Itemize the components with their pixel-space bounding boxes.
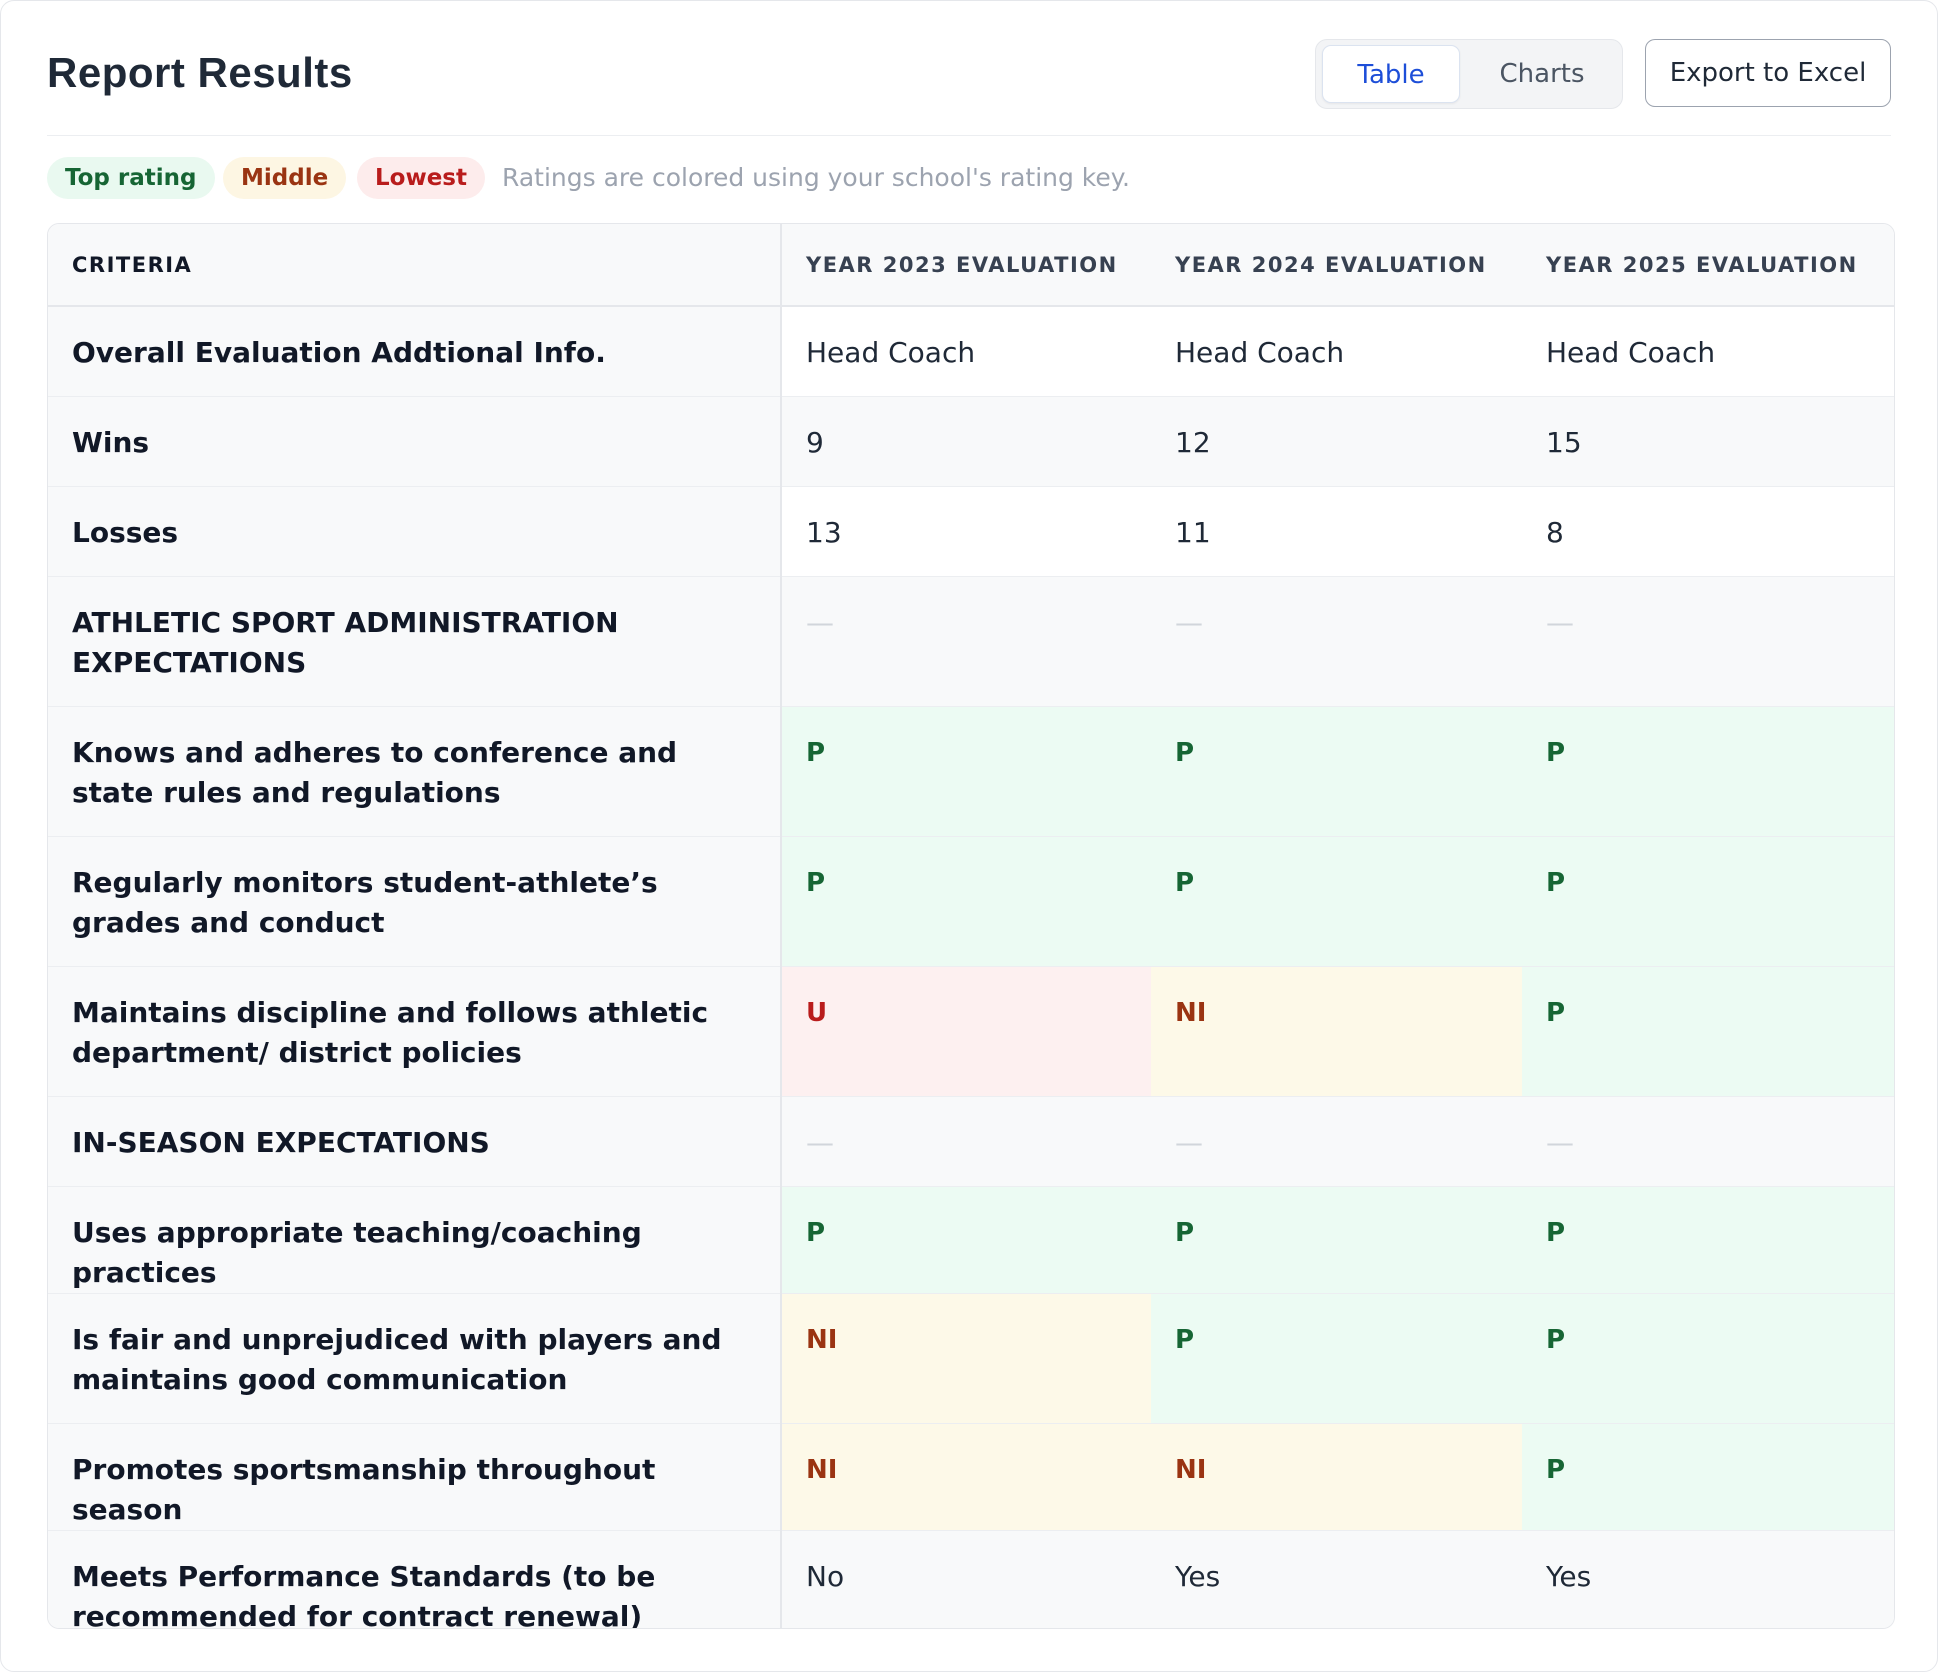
rating-cell: P	[1151, 1293, 1522, 1424]
section-title: ATHLETIC SPORT ADMINISTRATION EXPECTATIO…	[48, 576, 782, 707]
legend-note: Ratings are colored using your school's …	[502, 163, 1130, 192]
tab-table[interactable]: Table	[1322, 45, 1460, 103]
page-title: Report Results	[47, 49, 353, 96]
rating-cell: NI	[1151, 1423, 1522, 1531]
criteria-cell: Regularly monitors student-athlete’s gra…	[48, 836, 782, 967]
table-row: Regularly monitors student-athlete’s gra…	[48, 836, 1894, 967]
rating-cell: NI	[1151, 966, 1522, 1097]
value-cell: Yes	[1522, 1530, 1894, 1628]
criteria-cell: Overall Evaluation Addtional Info.	[48, 306, 782, 397]
table-row: Knows and adheres to conference and stat…	[48, 706, 1894, 837]
value-cell: 12	[1151, 396, 1522, 487]
table-row: Is fair and unprejudiced with players an…	[48, 1293, 1894, 1424]
column-header-criteria: CRITERIA	[48, 224, 782, 307]
section-header-row: ATHLETIC SPORT ADMINISTRATION EXPECTATIO…	[48, 576, 1894, 707]
criteria-cell: Knows and adheres to conference and stat…	[48, 706, 782, 837]
value-cell: 15	[1522, 396, 1894, 487]
rating-cell: P	[781, 1186, 1151, 1294]
value-cell: Head Coach	[1151, 306, 1522, 397]
table-row: Meets Performance Standards (to be recom…	[48, 1530, 1894, 1628]
empty-value-dash: —	[781, 576, 1151, 707]
table-row: Uses appropriate teaching/coaching pract…	[48, 1186, 1894, 1294]
criteria-cell: Losses	[48, 486, 782, 577]
criteria-cell: Is fair and unprejudiced with players an…	[48, 1293, 782, 1424]
rating-cell: U	[781, 966, 1151, 1097]
table-row: Losses 13 11 8	[48, 486, 1894, 577]
empty-value-dash: —	[1151, 1096, 1522, 1187]
legend-top-rating-badge: Top rating	[47, 157, 215, 199]
results-table: CRITERIA YEAR 2023 EVALUATION YEAR 2024 …	[48, 224, 1894, 1628]
empty-value-dash: —	[1151, 576, 1522, 707]
table-row: Overall Evaluation Addtional Info. Head …	[48, 306, 1894, 397]
rating-cell: P	[1151, 1186, 1522, 1294]
rating-cell: P	[1151, 706, 1522, 837]
value-cell: Head Coach	[1522, 306, 1894, 397]
rating-cell: P	[1522, 836, 1894, 967]
export-to-excel-button[interactable]: Export to Excel	[1645, 39, 1891, 107]
rating-cell: P	[1522, 1293, 1894, 1424]
criteria-cell: Promotes sportsmanship throughout season	[48, 1423, 782, 1531]
report-header: Report Results Table Charts Export to Ex…	[47, 39, 1891, 136]
legend-lowest-badge: Lowest	[357, 157, 485, 199]
table-header-row: CRITERIA YEAR 2023 EVALUATION YEAR 2024 …	[48, 224, 1894, 307]
value-cell: 9	[781, 396, 1151, 487]
rating-cell: P	[1522, 1186, 1894, 1294]
value-cell: 11	[1151, 486, 1522, 577]
rating-cell: NI	[781, 1423, 1151, 1531]
criteria-cell: Wins	[48, 396, 782, 487]
rating-cell: P	[1522, 706, 1894, 837]
section-header-row: IN-SEASON EXPECTATIONS — — —	[48, 1096, 1894, 1187]
rating-cell: NI	[781, 1293, 1151, 1424]
results-table-container: CRITERIA YEAR 2023 EVALUATION YEAR 2024 …	[47, 223, 1895, 1629]
empty-value-dash: —	[1522, 1096, 1894, 1187]
tab-charts[interactable]: Charts	[1499, 59, 1585, 89]
view-toggle: Table Charts	[1315, 39, 1623, 109]
rating-cell: P	[1151, 836, 1522, 967]
column-header-2023: YEAR 2023 EVALUATION	[781, 224, 1151, 307]
column-header-2024: YEAR 2024 EVALUATION	[1151, 224, 1522, 307]
criteria-cell: Uses appropriate teaching/coaching pract…	[48, 1186, 782, 1294]
table-row: Wins 9 12 15	[48, 396, 1894, 487]
rating-cell: P	[1522, 966, 1894, 1097]
column-header-2025: YEAR 2025 EVALUATION	[1522, 224, 1894, 307]
value-cell: 8	[1522, 486, 1894, 577]
criteria-cell: Maintains discipline and follows athleti…	[48, 966, 782, 1097]
empty-value-dash: —	[781, 1096, 1151, 1187]
value-cell: Head Coach	[781, 306, 1151, 397]
section-title: IN-SEASON EXPECTATIONS	[48, 1096, 782, 1187]
rating-cell: P	[781, 706, 1151, 837]
criteria-cell: Meets Performance Standards (to be recom…	[48, 1530, 782, 1628]
value-cell: 13	[781, 486, 1151, 577]
empty-value-dash: —	[1522, 576, 1894, 707]
rating-cell: P	[1522, 1423, 1894, 1531]
legend-middle-badge: Middle	[223, 157, 347, 199]
rating-cell: P	[781, 836, 1151, 967]
table-row: Maintains discipline and follows athleti…	[48, 966, 1894, 1097]
table-row: Promotes sportsmanship throughout season…	[48, 1423, 1894, 1531]
value-cell: No	[781, 1530, 1151, 1628]
value-cell: Yes	[1151, 1530, 1522, 1628]
